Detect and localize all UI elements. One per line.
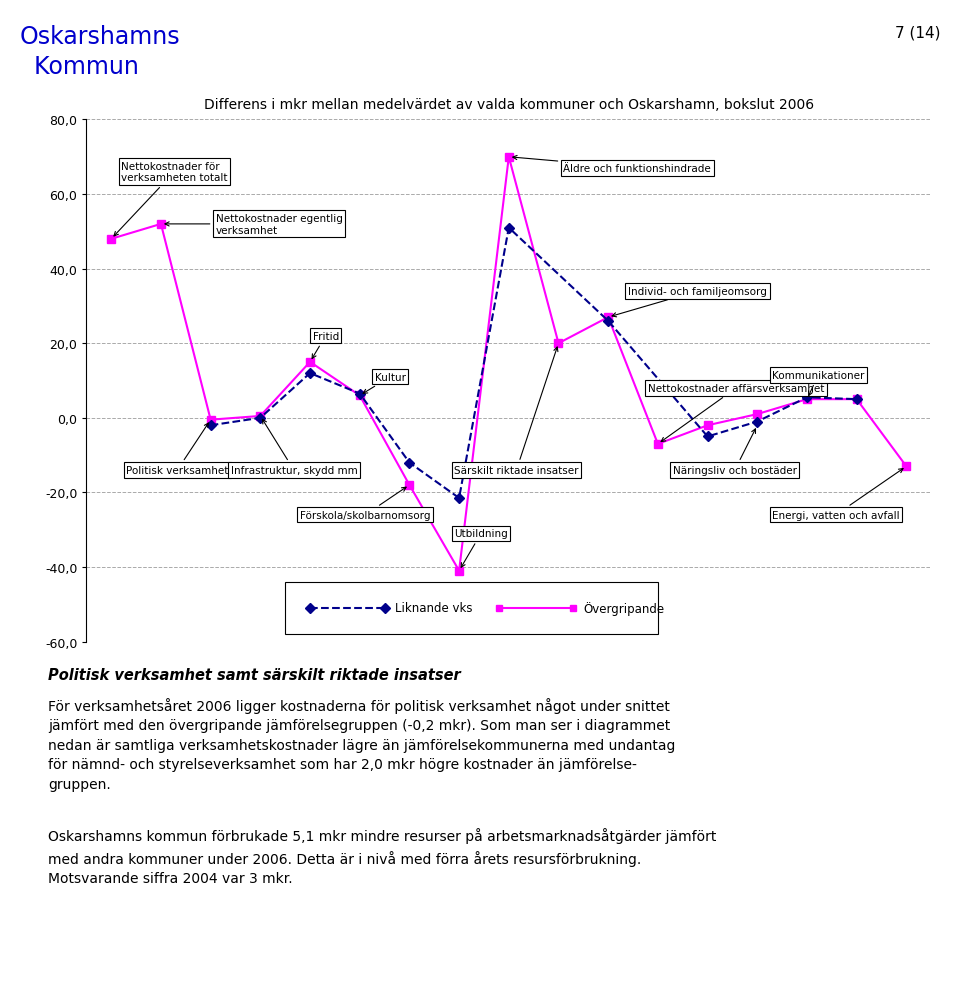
Text: Kommunikationer: Kommunikationer: [772, 370, 865, 396]
Text: Kommun: Kommun: [19, 55, 139, 79]
Text: Äldre och funktionshindrade: Äldre och funktionshindrade: [513, 156, 711, 174]
Text: Fritid: Fritid: [312, 331, 339, 359]
Text: Nettokostnader egentlig
verksamhet: Nettokostnader egentlig verksamhet: [165, 214, 343, 236]
Text: Energi, vatten och avfall: Energi, vatten och avfall: [772, 469, 903, 521]
Text: Näringsliv och bostäder: Näringsliv och bostäder: [673, 429, 797, 475]
Text: Förskola/skolbarnomsorg: Förskola/skolbarnomsorg: [300, 487, 431, 521]
Text: Politisk verksamhet: Politisk verksamhet: [126, 423, 228, 475]
Text: Övergripande: Övergripande: [584, 602, 664, 616]
Text: För verksamhetsåret 2006 ligger kostnaderna för politisk verksamhet något under : För verksamhetsåret 2006 ligger kostnade…: [48, 697, 676, 791]
Text: Liknande vks: Liknande vks: [395, 602, 472, 615]
Text: 7 (14): 7 (14): [896, 25, 941, 40]
Text: Infrastruktur, skydd mm: Infrastruktur, skydd mm: [230, 420, 357, 475]
Text: Politisk verksamhet samt särskilt riktade insatser: Politisk verksamhet samt särskilt riktad…: [48, 667, 461, 682]
Text: Utbildning: Utbildning: [454, 529, 508, 568]
Text: Oskarshamns kommun förbrukade 5,1 mkr mindre resurser på arbetsmarknadsåtgärder : Oskarshamns kommun förbrukade 5,1 mkr mi…: [48, 827, 716, 886]
Bar: [285, 583, 658, 635]
Text: Oskarshamns: Oskarshamns: [19, 25, 180, 49]
Title: Differens i mkr mellan medelvärdet av valda kommuner och Oskarshamn, bokslut 200: Differens i mkr mellan medelvärdet av va…: [204, 98, 814, 112]
Text: Nettokostnader för
verksamheten totalt: Nettokostnader för verksamheten totalt: [114, 161, 228, 237]
Text: Individ- och familjeomsorg: Individ- och familjeomsorg: [612, 287, 767, 318]
Text: Särskilt riktade insatser: Särskilt riktade insatser: [454, 348, 579, 475]
Text: Nettokostnader affärsverksamhet: Nettokostnader affärsverksamhet: [648, 383, 825, 442]
Text: Kultur: Kultur: [363, 372, 406, 394]
